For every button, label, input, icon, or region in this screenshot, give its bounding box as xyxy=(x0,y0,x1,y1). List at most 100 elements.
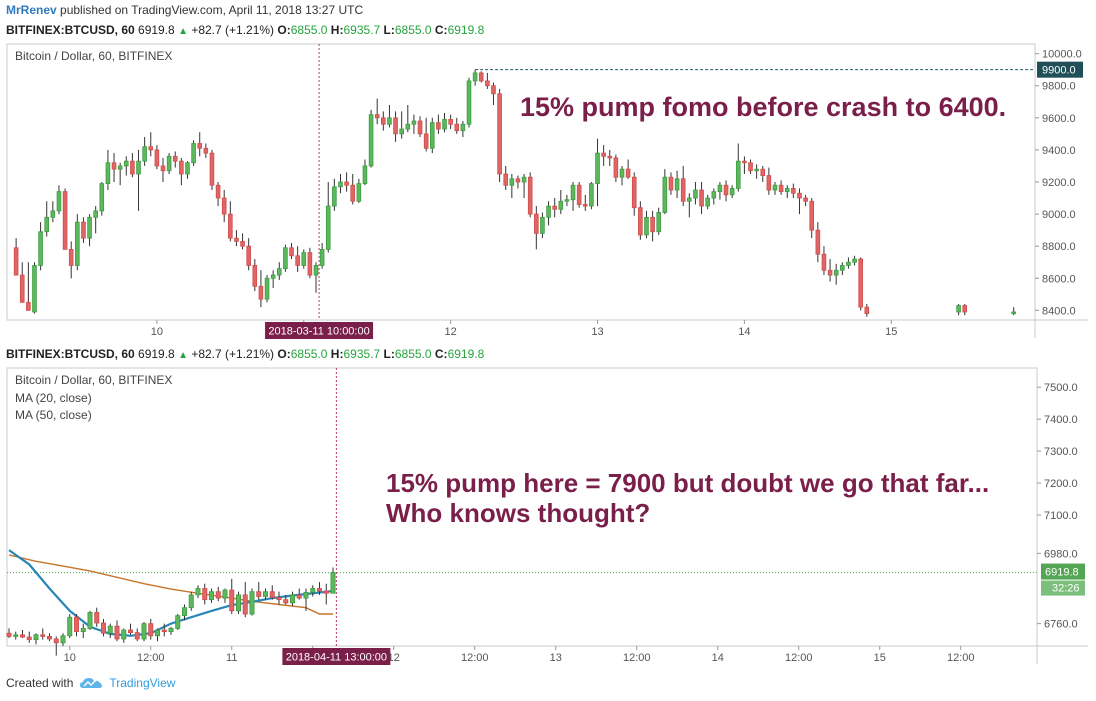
created-with-text: Created with xyxy=(6,676,74,690)
candle-down xyxy=(797,188,802,215)
candle-body xyxy=(99,183,105,212)
candle-down xyxy=(215,182,221,207)
candle-up xyxy=(619,165,625,186)
candle-body xyxy=(864,306,870,314)
candle-body xyxy=(778,184,784,193)
countdown-box xyxy=(1041,580,1085,596)
candle-body xyxy=(114,625,120,640)
candle-body xyxy=(625,168,631,178)
candle-down xyxy=(821,246,827,276)
candle-body xyxy=(142,146,147,162)
candle-down xyxy=(256,582,262,600)
candle-up xyxy=(509,173,515,199)
candle-down xyxy=(815,222,821,263)
candle-body xyxy=(20,634,25,638)
candle-up xyxy=(155,628,160,642)
open-value: 6855.0 xyxy=(290,347,328,361)
candle-body xyxy=(283,599,289,604)
candle-down xyxy=(766,167,772,195)
candle-down xyxy=(234,230,239,247)
chart-annotation-line: Who knows thought? xyxy=(386,498,650,528)
candle-down xyxy=(130,153,135,178)
candle-down xyxy=(13,238,19,276)
candle-body xyxy=(134,632,140,640)
candle-body xyxy=(166,155,172,172)
candle-up xyxy=(687,193,692,218)
candle-body xyxy=(833,269,839,276)
candle-down xyxy=(101,618,106,637)
candle-body xyxy=(121,629,127,640)
candle-up xyxy=(313,262,319,293)
candle-body xyxy=(772,184,778,191)
candle-body xyxy=(67,616,73,637)
candle-body xyxy=(252,265,258,287)
author-link[interactable]: MrRenev xyxy=(6,3,57,17)
candle-down xyxy=(240,233,245,250)
candle-up xyxy=(589,182,594,210)
candle-up xyxy=(142,137,147,166)
candle-up xyxy=(332,178,337,211)
x-tick-label: 14 xyxy=(738,326,750,338)
candle-down xyxy=(154,145,160,170)
chart-bottom-svg[interactable]: 7500.0 7400.0 7300.0 7200.0 7100.0 6980.0 6760… xyxy=(0,366,1096,666)
candle-body xyxy=(222,589,228,599)
candle-up xyxy=(209,588,214,603)
candle-body xyxy=(558,200,564,210)
candle-down xyxy=(650,210,655,242)
x-tick-label: 13 xyxy=(591,326,603,338)
close-label: C: xyxy=(434,23,448,37)
candle-up xyxy=(540,212,545,239)
candle-up xyxy=(303,588,309,611)
close-value: 6919.8 xyxy=(447,23,485,37)
candle-up xyxy=(595,138,600,207)
candle-down xyxy=(134,628,140,642)
candle-up xyxy=(662,169,668,215)
candle-body xyxy=(32,265,37,313)
candle-body xyxy=(374,114,380,119)
candle-up xyxy=(195,585,201,599)
candle-down xyxy=(497,88,502,182)
last-price-box xyxy=(1041,563,1085,580)
candle-up xyxy=(283,244,288,272)
candle-up xyxy=(13,631,19,640)
candle-down xyxy=(778,180,784,195)
chart-top-svg[interactable]: 10000.0 9800.0 9600.0 9400.0 9200.0 9000.0 880… xyxy=(0,42,1096,340)
chart-title: Bitcoin / Dollar, 60, BITFINEX xyxy=(15,49,172,63)
candle-up xyxy=(705,194,710,210)
candle-body xyxy=(687,197,692,202)
candle-up xyxy=(107,623,113,639)
candle-up xyxy=(310,585,316,597)
published-text: published on TradingView.com, April 11, … xyxy=(60,3,364,17)
chart-bottom[interactable]: 7500.0 7400.0 7300.0 7200.0 7100.0 6980.0 6760… xyxy=(0,366,1096,666)
candle-body xyxy=(290,594,295,604)
candle-up xyxy=(325,182,331,253)
candle-body xyxy=(417,120,423,135)
y-tick-label: 7300.0 xyxy=(1044,446,1078,458)
candle-body xyxy=(50,210,56,218)
chart-top[interactable]: 10000.0 9800.0 9600.0 9400.0 9200.0 9000.0 880… xyxy=(0,42,1096,340)
candle-down xyxy=(668,172,674,195)
candle-up xyxy=(276,262,282,280)
candle-body xyxy=(179,160,184,175)
chart-title: Bitcoin / Dollar, 60, BITFINEX xyxy=(15,373,172,387)
x-tick-label: 10 xyxy=(64,652,76,664)
tradingview-brand-link[interactable]: TradingView xyxy=(109,676,176,690)
indicator-label: MA (50, close) xyxy=(15,408,92,422)
candle-body xyxy=(325,205,331,250)
candle-body xyxy=(130,160,135,175)
candle-up xyxy=(182,604,187,621)
candle-body xyxy=(613,157,619,178)
chart-annotation: 15% pump fomo before crash to 6400. xyxy=(520,92,1006,122)
candle-body xyxy=(546,205,551,218)
candle-body xyxy=(75,221,80,266)
candle-up xyxy=(44,201,50,237)
candle-down xyxy=(62,188,68,250)
candle-body xyxy=(393,117,398,135)
candle-up xyxy=(56,185,62,215)
candle-body xyxy=(552,205,557,210)
candle-body xyxy=(303,591,309,599)
candle-body xyxy=(160,165,166,172)
candle-body xyxy=(258,285,264,300)
candle-down xyxy=(6,628,12,639)
crosshair-date-box xyxy=(282,648,391,665)
